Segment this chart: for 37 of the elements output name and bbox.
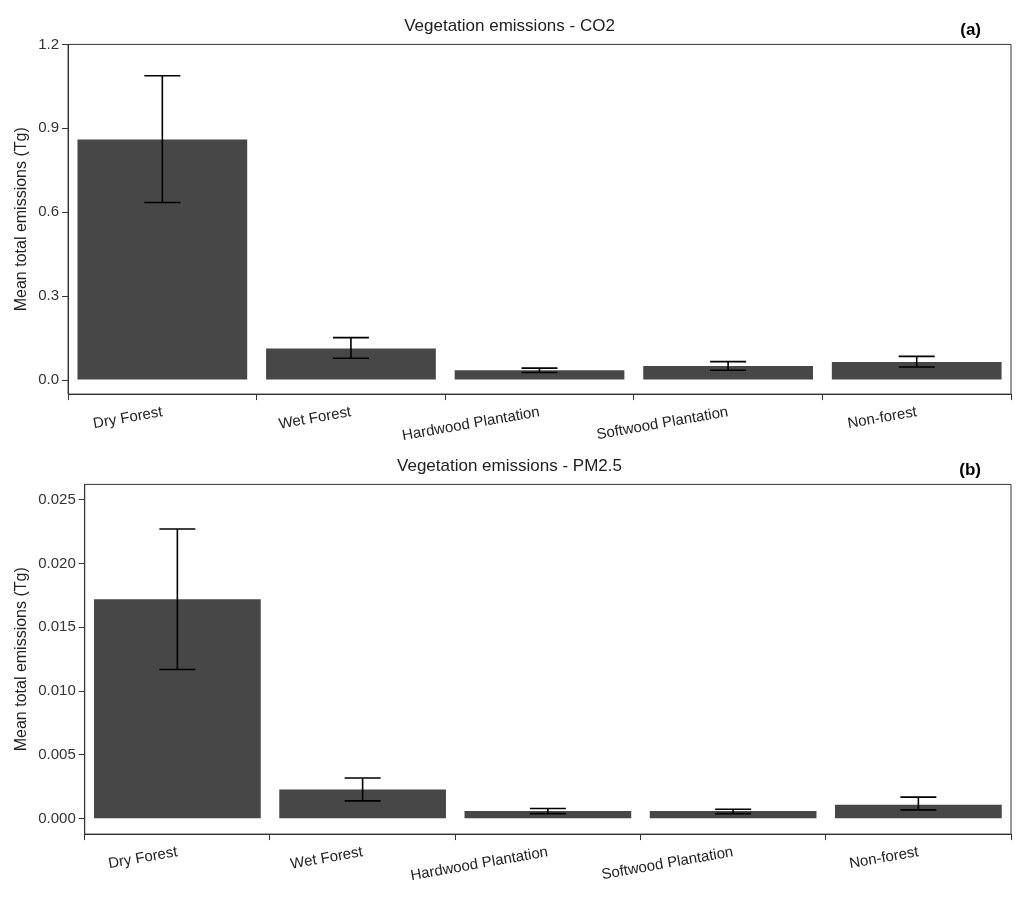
y-tick-label: 0.000 — [38, 808, 76, 826]
y-tick-label: 0.3 — [38, 286, 60, 304]
bar — [279, 789, 446, 819]
x-tick-label: Softwood Plantation — [594, 402, 730, 443]
y-tick-label: 0.6 — [38, 202, 60, 220]
x-tick-label: Wet Forest — [288, 842, 365, 872]
bar — [643, 366, 813, 380]
y-axis-title: Mean total emissions (Tg) — [12, 127, 30, 312]
bar — [464, 811, 632, 819]
text: (a) — [960, 19, 981, 39]
x-tick-label: Hardwood Plantation — [400, 402, 541, 444]
bar — [454, 370, 625, 380]
y-tick-label: 0.9 — [38, 118, 60, 136]
x-tick-label: Dry Forest — [106, 842, 180, 872]
y-tick-label: 0.010 — [38, 681, 76, 699]
y-tick-label: 0.020 — [38, 553, 76, 571]
chart-title: Vegetation emissions - PM2.5 — [397, 455, 622, 475]
x-tick-label: Non-forest — [846, 402, 919, 432]
x-tick-label: Dry Forest — [91, 402, 165, 432]
chart-title: Vegetation emissions - CO2 — [404, 15, 615, 35]
bar — [266, 348, 436, 380]
x-tick-label: Softwood Plantation — [600, 842, 735, 883]
x-tick-label: Non-forest — [847, 842, 921, 872]
y-tick-label: 0.015 — [38, 617, 76, 635]
bar — [649, 811, 817, 819]
text: (b) — [959, 459, 981, 479]
y-tick-label: 0.025 — [38, 489, 76, 507]
y-tick-label: 0.0 — [38, 370, 60, 388]
y-tick-label: 1.2 — [38, 34, 60, 52]
y-axis-title: Mean total emissions (Tg) — [12, 567, 30, 752]
y-tick-label: 0.005 — [38, 745, 76, 763]
bar — [831, 361, 1002, 380]
bar — [94, 599, 261, 819]
x-tick-label: Hardwood Plantation — [409, 842, 550, 884]
bar — [77, 139, 248, 380]
bar — [835, 804, 1002, 819]
x-tick-label: Wet Forest — [277, 402, 353, 432]
